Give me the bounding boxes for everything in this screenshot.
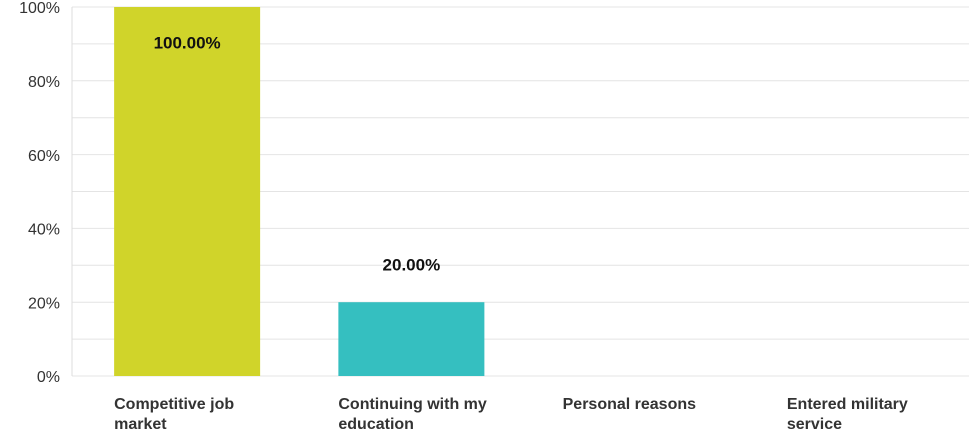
value-label: 20.00% — [383, 256, 441, 275]
x-tick-label: Personal reasons — [562, 396, 697, 413]
y-tick-label: 60% — [28, 148, 60, 165]
y-tick-label: 100% — [19, 0, 60, 17]
x-tick-label: Continuing with my education — [338, 396, 487, 433]
x-tick-label: Entered military service — [786, 396, 908, 433]
y-tick-label: 80% — [28, 74, 60, 91]
value-label: 100.00% — [154, 33, 221, 52]
y-tick-label: 40% — [28, 222, 60, 239]
x-tick-label: Competitive job market — [114, 396, 235, 433]
bar — [114, 7, 261, 376]
bar — [338, 302, 485, 376]
y-tick-label: 20% — [28, 295, 60, 312]
y-tick-label: 0% — [37, 369, 60, 386]
